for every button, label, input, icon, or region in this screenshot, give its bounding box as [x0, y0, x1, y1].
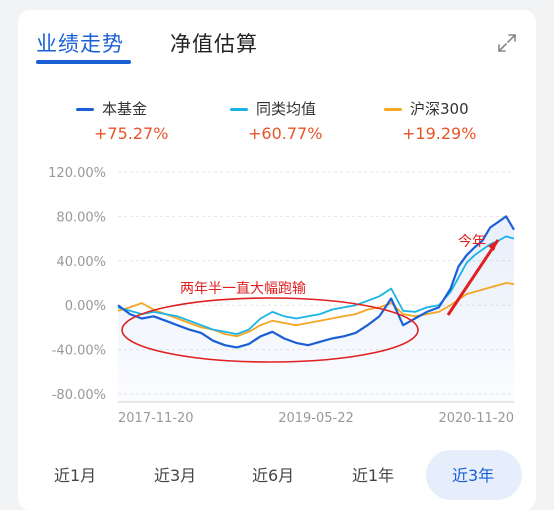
range-6m[interactable]: 近6月	[252, 466, 295, 485]
this-year-annotation: 今年	[458, 234, 486, 250]
tab-performance[interactable]: 业绩走势	[36, 32, 124, 56]
y-tick-label: -40.00%	[52, 344, 106, 359]
legend-swatch	[230, 108, 248, 111]
legend-swatch	[384, 108, 402, 111]
y-tick-label: 0.00%	[65, 299, 106, 314]
legend-swatch	[76, 108, 94, 111]
legend-name: 本基金	[102, 100, 148, 118]
x-tick-label: 2019-05-22	[278, 411, 354, 426]
trend-arrow-head	[488, 240, 498, 251]
legend-value: +75.27%	[94, 124, 169, 143]
range-3m[interactable]: 近3月	[154, 466, 197, 485]
x-tick-label: 2020-11-20	[438, 411, 514, 426]
legend-value: +60.77%	[248, 124, 323, 143]
y-tick-label: 120.00%	[48, 166, 106, 181]
active-range-pill	[426, 450, 522, 500]
series-line	[117, 215, 515, 349]
fund-area-fill	[118, 216, 514, 402]
y-tick-label: 40.00%	[56, 255, 106, 270]
time-range-tabs: 近1月 近3月 近6月 近1年 近3年	[18, 450, 536, 504]
range-1m[interactable]: 近1月	[54, 466, 97, 485]
active-tab-underline	[36, 60, 131, 64]
y-tick-label: 80.00%	[56, 210, 106, 225]
performance-card: 业绩走势 净值估算 本基金 +75.27% 同类均值 +60.77% 沪深300…	[18, 10, 536, 510]
series-line	[117, 235, 515, 335]
legend: 本基金 +75.27% 同类均值 +60.77% 沪深300 +19.29%	[18, 98, 536, 158]
series-line	[117, 282, 515, 338]
underperform-annotation: 两年半一直大幅跑输	[180, 280, 306, 297]
expand-icon[interactable]	[496, 32, 518, 54]
legend-name: 沪深300	[410, 100, 469, 118]
trend-arrow-line	[446, 239, 500, 316]
performance-chart: 120.00% 80.00% 40.00% 0.00% -40.00% -80.00% 2…	[48, 166, 515, 426]
underperform-ellipse	[121, 297, 419, 363]
y-tick-label: -80.00%	[52, 388, 106, 403]
range-3y[interactable]: 近3年	[452, 466, 495, 485]
legend-value: +19.29%	[402, 124, 477, 143]
x-tick-label: 2017-11-20	[118, 411, 194, 426]
tab-nav-estimate[interactable]: 净值估算	[170, 32, 258, 56]
legend-name: 同类均值	[256, 100, 317, 118]
range-1y[interactable]: 近1年	[352, 466, 395, 485]
